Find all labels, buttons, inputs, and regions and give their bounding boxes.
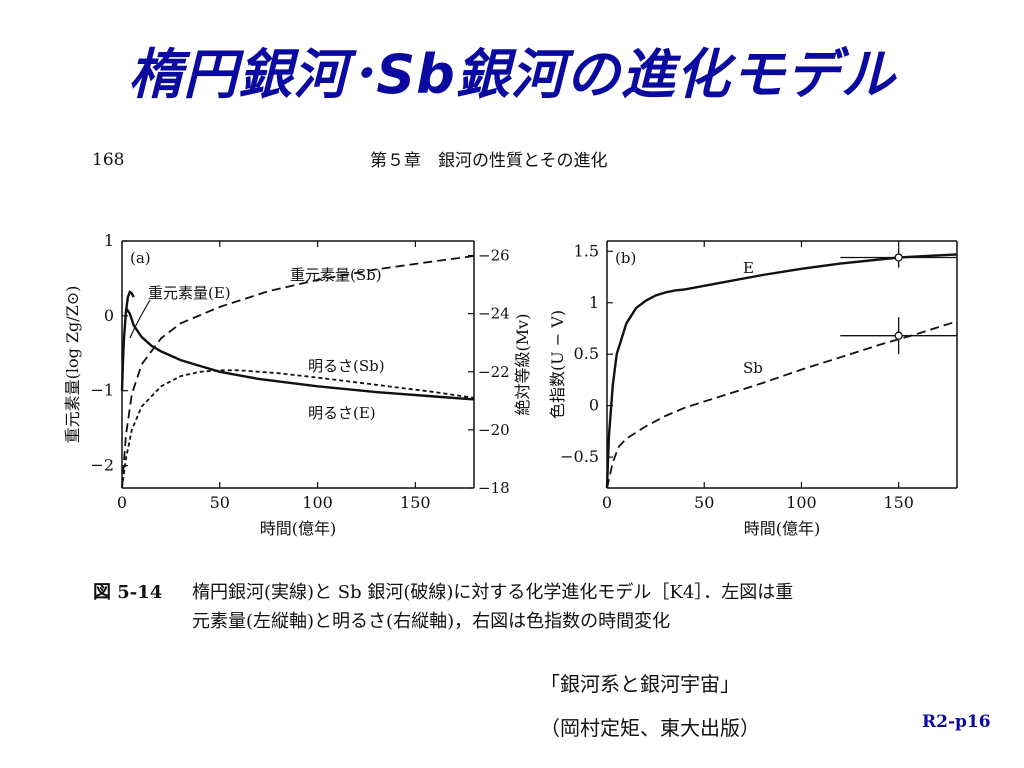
y2-tick-label: −18 [478, 479, 510, 497]
y-tick-label: 1 [589, 293, 599, 312]
y2-tick-label: −20 [478, 421, 510, 439]
y-tick-label: 0 [589, 396, 599, 415]
chart-b-color-index: 0 50 100 150 1.5 1 0.5 0 −0.5 (b) E Sb 時間(億年) 色指数(U −… [548, 240, 958, 538]
series-label: E [743, 259, 754, 277]
annotation-leader-line [129, 299, 151, 339]
figure-label: 図 5-14 [93, 582, 163, 603]
data-point [894, 253, 903, 262]
series-line [124, 307, 475, 401]
y-tick-label: 1.5 [574, 241, 599, 260]
slide-title: 楕円銀河･Sb銀河の進化モデル [128, 43, 896, 106]
x-tick-label: 100 [786, 493, 817, 512]
slide-number: R2-p16 [922, 712, 991, 732]
x-tick-label: 150 [400, 493, 431, 512]
x-tick-label: 50 [210, 493, 230, 512]
series-line [605, 253, 958, 489]
series-label: Sb [743, 359, 763, 377]
series-line [120, 289, 135, 391]
y-tick-label: 0 [104, 306, 114, 325]
series-line [121, 369, 475, 489]
source-book-title: 「銀河系と銀河宇宙」 [540, 672, 740, 696]
y2-tick-label: −24 [478, 305, 510, 323]
y-tick-label: −0.5 [560, 447, 599, 466]
series-label: 重元素量(Sb) [290, 266, 382, 284]
chapter-heading: 第５章 銀河の性質とその進化 [370, 151, 608, 171]
x-tick-label: 0 [117, 493, 127, 512]
y-axis-title: 重元素量(log Zg/Z⊙) [63, 286, 82, 444]
figure-caption-line1: 楕円銀河(実線)と Sb 銀河(破線)に対する化学進化モデル［K4］．左図は重 [192, 582, 794, 603]
y2-axis-title: 絶対等級(Mv) [513, 314, 532, 416]
x-tick-label: 50 [694, 493, 714, 512]
chart-a-metallicity-luminosity: 0 50 100 150 1 0 −1 −2 −26 −24 −22 −20 −18 (a) 重元素量(Sb… [63, 231, 532, 538]
x-tick-label: 100 [302, 493, 333, 512]
y-tick-label: 1 [104, 231, 114, 250]
x-axis-title: 時間(億年) [260, 519, 337, 538]
y2-tick-label: −22 [478, 363, 510, 381]
y-axis-title: 色指数(U − V) [548, 310, 567, 419]
y2-tick-label: −26 [478, 247, 510, 265]
book-page-number: 168 [92, 150, 125, 170]
panel-label: (b) [615, 249, 636, 267]
panel-label: (a) [130, 249, 151, 267]
x-tick-label: 0 [602, 493, 612, 512]
figure-caption-line2: 元素量(左縦軸)と明るさ(右縦軸)，右図は色指数の時間変化 [192, 611, 671, 632]
series-line [121, 255, 475, 489]
x-axis-title: 時間(億年) [744, 519, 821, 538]
series-label: 明るさ(Sb) [308, 357, 385, 375]
series-label: 重元素量(E) [148, 284, 231, 302]
source-author-publisher: （岡村定矩、東大出版） [540, 716, 760, 740]
series-label: 明るさ(E) [308, 404, 376, 422]
series-line [606, 320, 958, 489]
y-tick-label: −1 [90, 381, 114, 400]
x-tick-label: 150 [883, 493, 914, 512]
y-tick-label: −2 [90, 456, 114, 475]
y-tick-label: 0.5 [574, 344, 599, 363]
data-point [894, 331, 903, 340]
